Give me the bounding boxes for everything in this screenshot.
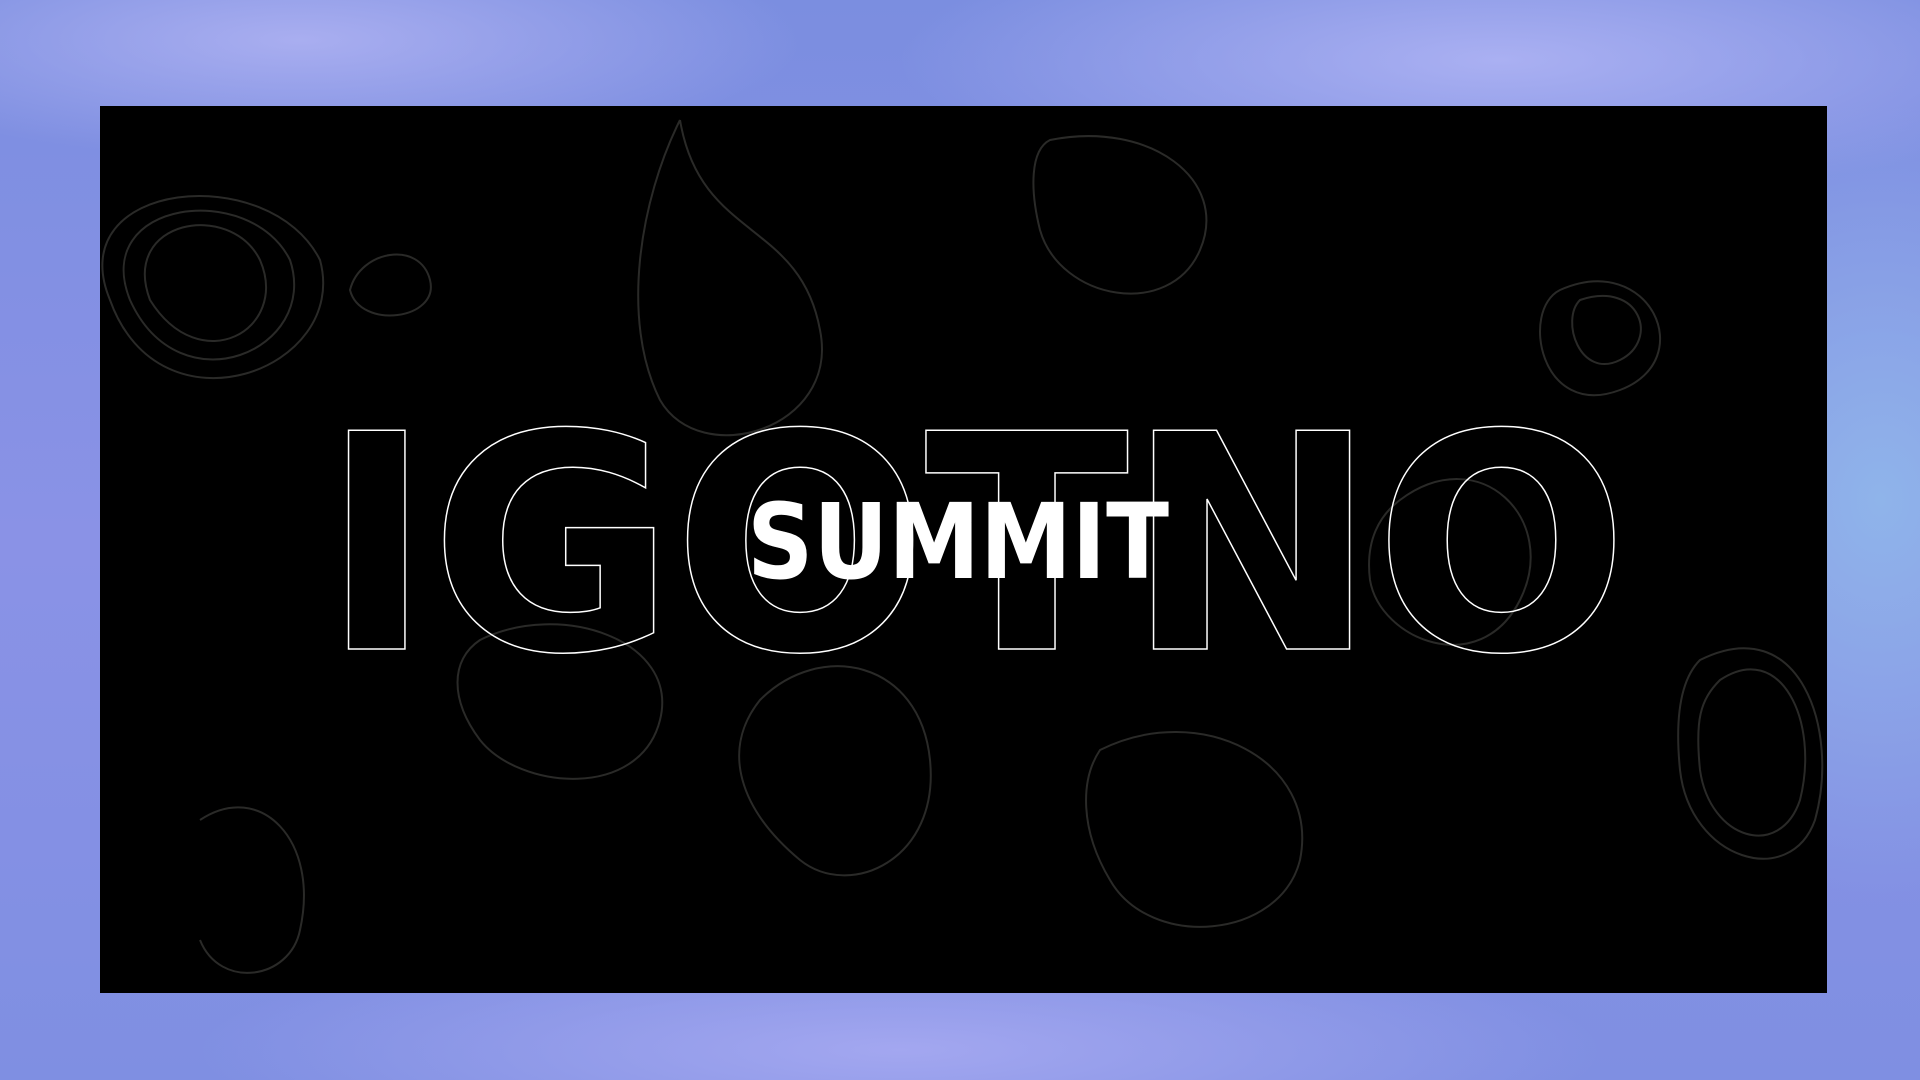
title: SUMMIT xyxy=(747,481,1169,603)
video-panel xyxy=(100,106,1827,993)
contour-lines xyxy=(101,119,1824,974)
outline-text: IGOTNO xyxy=(321,371,1629,720)
